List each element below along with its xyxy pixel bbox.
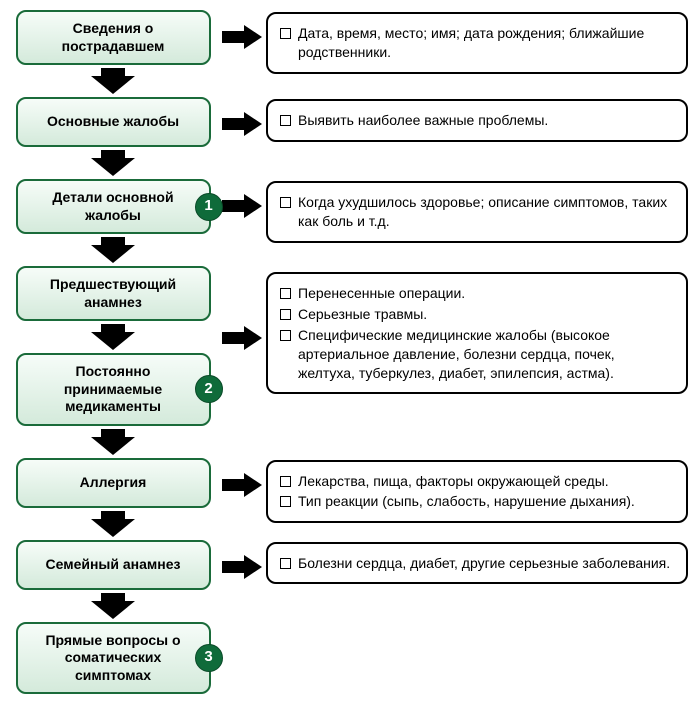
down-arrow-icon [91,511,135,537]
down-arrow-icon [91,150,135,176]
desc-main-complaints: Выявить наиболее важные проблемы. [266,99,688,142]
down-arrow-icon [91,593,135,619]
step-title: Прямые вопросы о соматических симптомах [28,632,199,685]
row-family-history: Семейный анамнез Болезни сердца, диабет,… [8,540,688,622]
step-prior-history: Предшествующий анамнез [16,266,211,321]
down-arrow-icon [91,429,135,455]
step-medications: Постоянно принимаемые медикаменты 2 [16,353,211,426]
left-col: Сведения о пострадавшем [8,10,218,97]
desc-item: Когда ухудшилось здоровье; описание симп… [280,193,674,231]
row-main-complaints: Основные жалобы Выявить наиболее важные … [8,97,688,179]
step-title: Аллергия [80,474,147,492]
step-title: Постоянно принимаемые медикаменты [28,363,199,416]
desc-item: Серьезные травмы. [280,305,674,324]
row-allergy: Аллергия Лекарства, пища, факторы окружа… [8,458,688,540]
right-arrow-icon [218,10,266,49]
right-arrow-icon [218,266,266,350]
row-victim-info: Сведения о пострадавшем Дата, время, мес… [8,10,688,97]
right-arrow-icon [218,179,266,218]
down-arrow-icon [91,324,135,350]
down-arrow-icon [91,237,135,263]
left-col: Предшествующий анамнез Постоянно принима… [8,266,218,458]
desc-item: Болезни сердца, диабет, другие серьезные… [280,554,674,573]
step-complaint-details: Детали основной жалобы 1 [16,179,211,234]
left-col: Аллергия [8,458,218,540]
desc-item: Специфические медицинские жалобы (высоко… [280,326,674,383]
row-somatic-questions: Прямые вопросы о соматических симптомах … [8,622,688,695]
desc-victim-info: Дата, время, место; имя; дата рождения; … [266,12,688,74]
right-arrow-icon [218,458,266,497]
step-title: Основные жалобы [47,113,179,131]
row-complaint-details: Детали основной жалобы 1 Когда ухудшилос… [8,179,688,266]
desc-item: Лекарства, пища, факторы окружающей сред… [280,472,674,491]
right-arrow-icon [218,97,266,136]
step-main-complaints: Основные жалобы [16,97,211,147]
right-arrow-icon [218,540,266,579]
step-title: Сведения о пострадавшем [28,20,199,55]
desc-item: Выявить наиболее важные проблемы. [280,111,674,130]
desc-item: Дата, время, место; имя; дата рождения; … [280,24,674,62]
desc-allergy: Лекарства, пища, факторы окружающей сред… [266,460,688,524]
step-victim-info: Сведения о пострадавшем [16,10,211,65]
left-col: Прямые вопросы о соматических симптомах … [8,622,218,695]
step-somatic-questions: Прямые вопросы о соматических симптомах … [16,622,211,695]
step-title: Семейный анамнез [46,556,181,574]
step-title: Предшествующий анамнез [28,276,199,311]
badge-1: 1 [195,193,223,221]
left-col: Детали основной жалобы 1 [8,179,218,266]
desc-item: Перенесенные операции. [280,284,674,303]
step-allergy: Аллергия [16,458,211,508]
desc-family-history: Болезни сердца, диабет, другие серьезные… [266,542,688,585]
left-col: Основные жалобы [8,97,218,179]
desc-item: Тип реакции (сыпь, слабость, нарушение д… [280,492,674,511]
step-title: Детали основной жалобы [28,189,199,224]
desc-complaint-details: Когда ухудшилось здоровье; описание симп… [266,181,688,243]
badge-2: 2 [195,375,223,403]
combined-desc-wrap: Перенесенные операции. Серьезные травмы.… [266,266,688,394]
badge-3: 3 [195,644,223,672]
row-history-medications: Предшествующий анамнез Постоянно принима… [8,266,688,458]
down-arrow-icon [91,68,135,94]
step-family-history: Семейный анамнез [16,540,211,590]
flowchart: Сведения о пострадавшем Дата, время, мес… [8,10,688,694]
desc-history-medications: Перенесенные операции. Серьезные травмы.… [266,272,688,394]
left-col: Семейный анамнез [8,540,218,622]
